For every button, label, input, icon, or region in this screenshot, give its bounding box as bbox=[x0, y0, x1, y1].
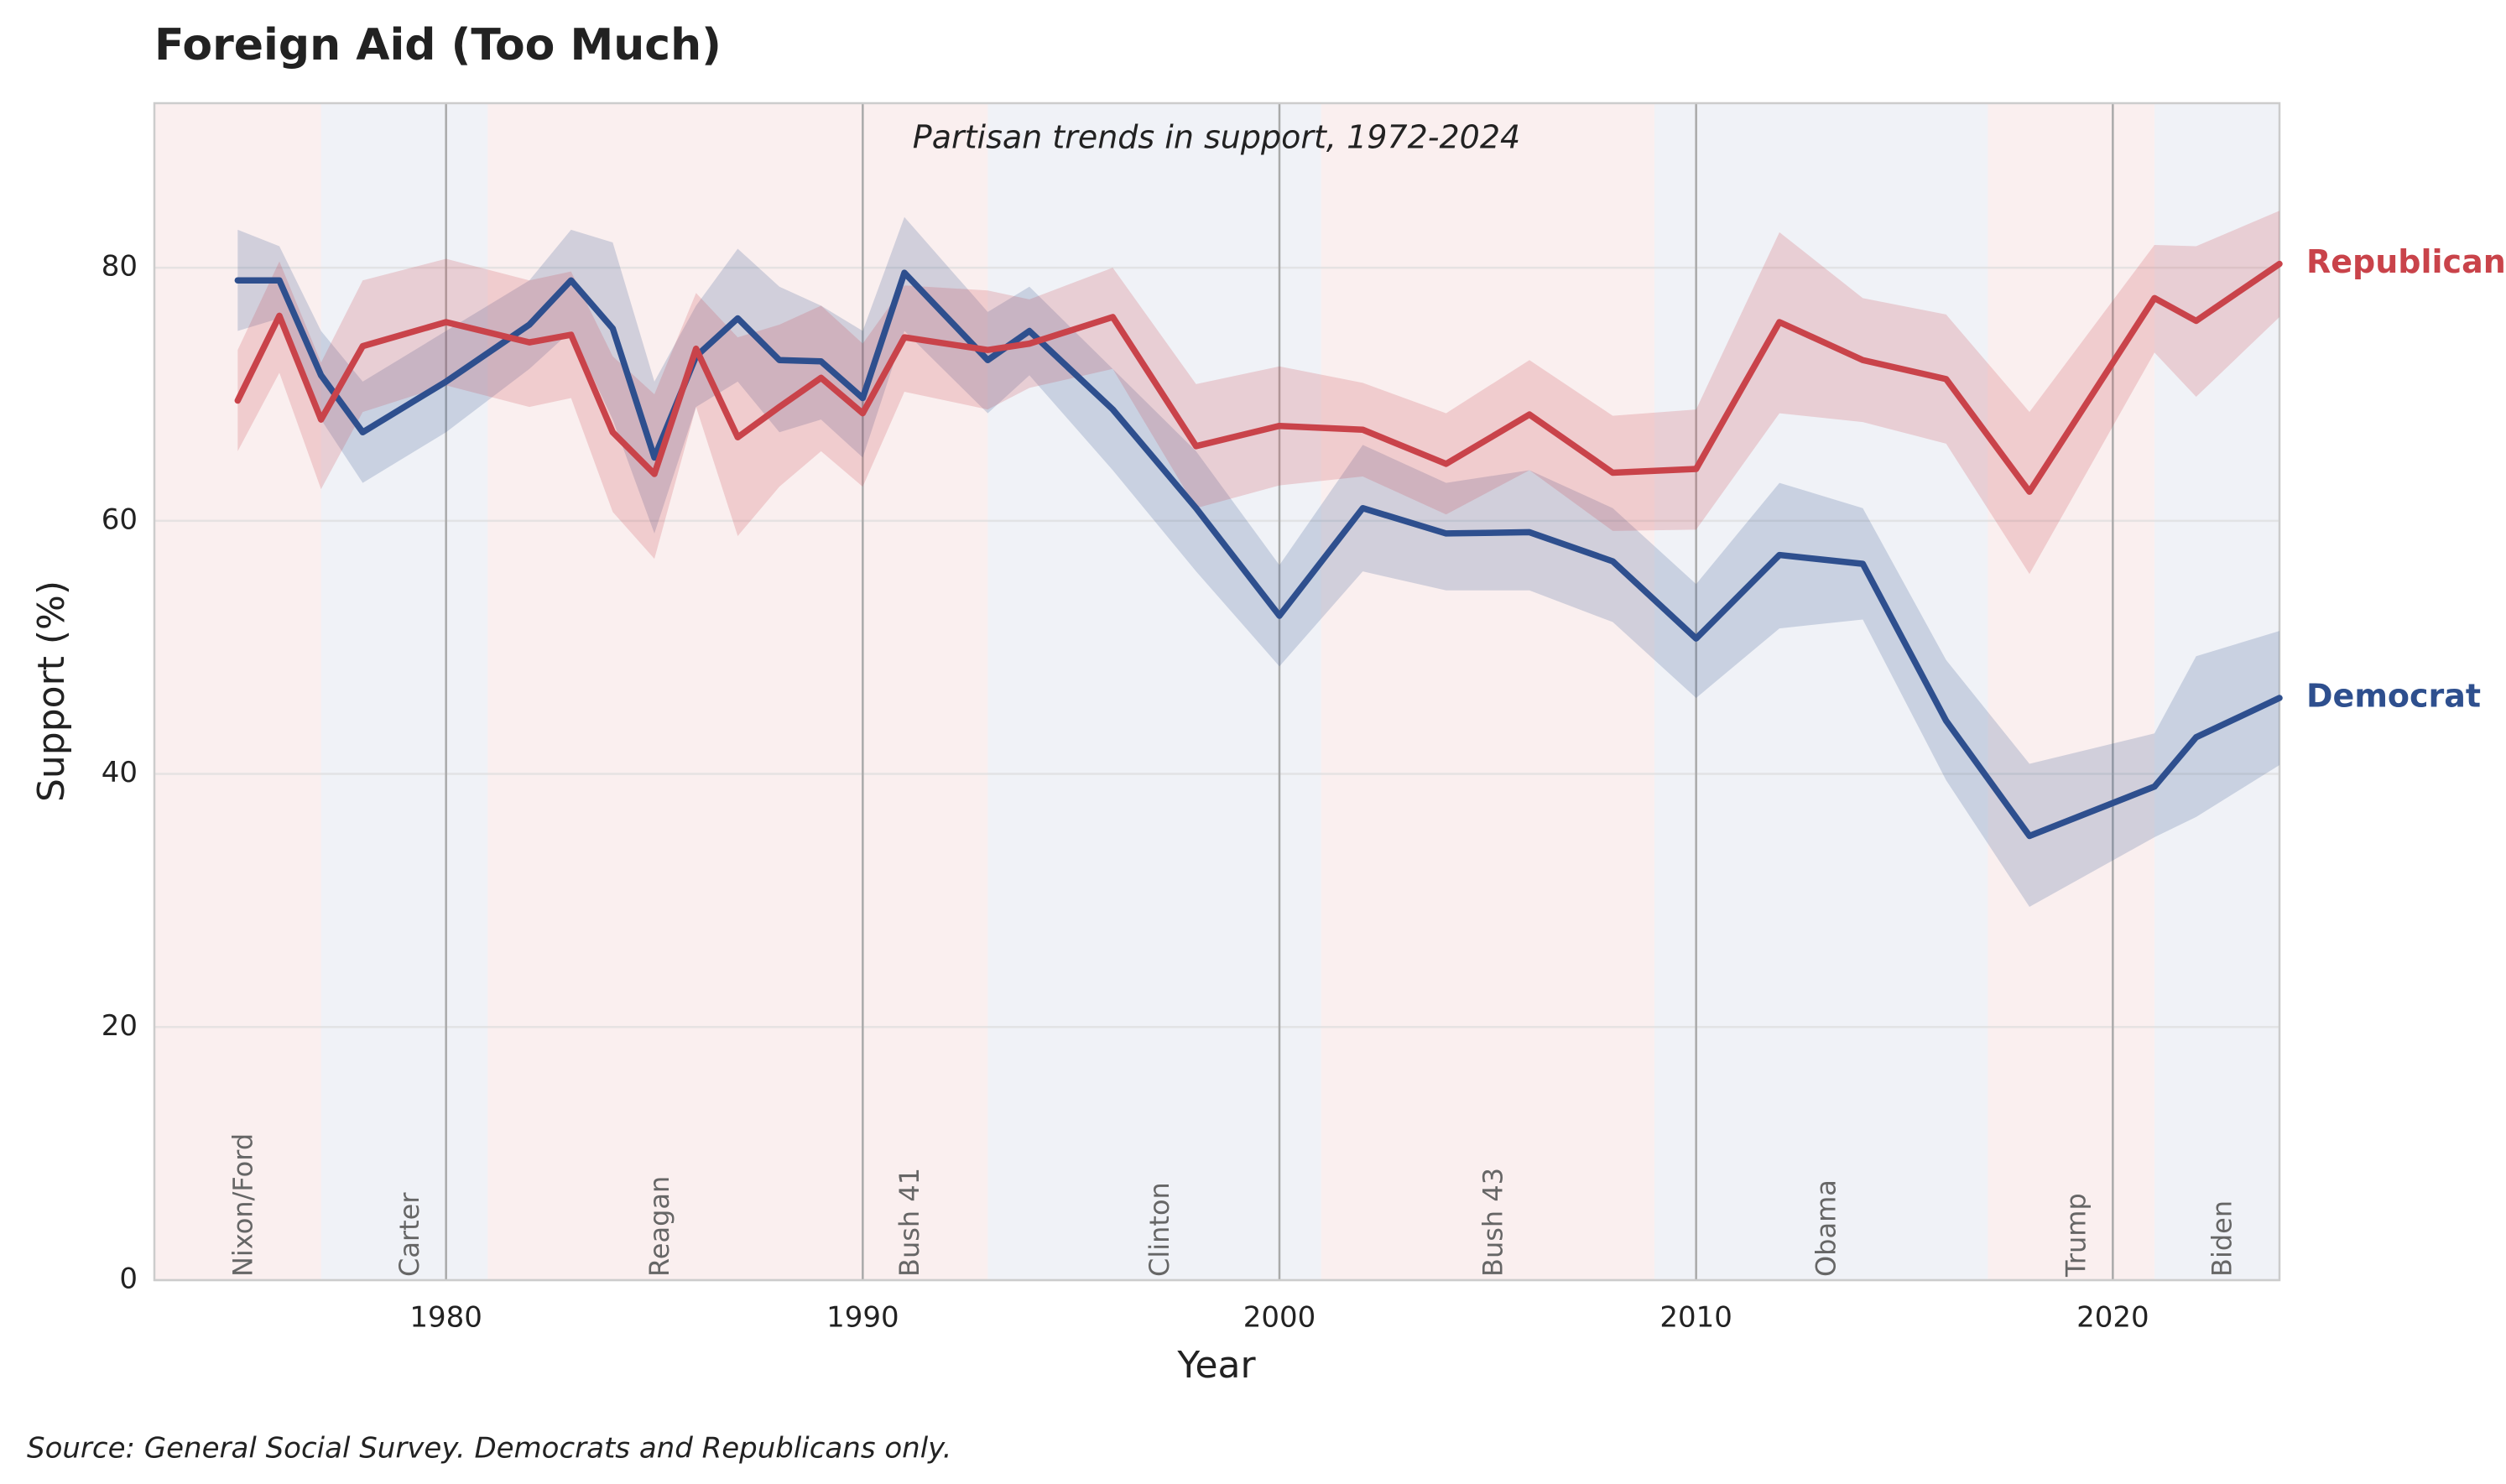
presidency-band bbox=[821, 103, 988, 1280]
presidency-label: Clinton bbox=[1144, 1182, 1175, 1277]
confidence-band bbox=[237, 216, 2280, 907]
series-label: Democrat bbox=[2306, 678, 2481, 715]
presidency-band bbox=[487, 103, 821, 1280]
presidency-band bbox=[320, 103, 488, 1280]
presidency-layer bbox=[154, 103, 2279, 1280]
data-layer bbox=[234, 211, 2283, 907]
x-tick-label: 2010 bbox=[1659, 1301, 1732, 1335]
x-tick-label: 1990 bbox=[826, 1301, 899, 1335]
x-tick-label: 2000 bbox=[1243, 1301, 1316, 1335]
series-label: Republican bbox=[2306, 243, 2506, 280]
x-axis-label: Year bbox=[1176, 1344, 1256, 1387]
x-tick-label: 1980 bbox=[409, 1301, 482, 1335]
y-tick-label: 40 bbox=[102, 756, 138, 789]
series-line bbox=[234, 260, 2283, 495]
presidency-band bbox=[1321, 103, 1654, 1280]
presidency-label: Nixon/Ford bbox=[227, 1133, 258, 1277]
plot-frame bbox=[153, 102, 2281, 1282]
presidency-band bbox=[987, 103, 1321, 1280]
presidency-label: Trump bbox=[2061, 1193, 2092, 1278]
x-tick-label: 2020 bbox=[2076, 1301, 2149, 1335]
presidency-label: Obama bbox=[1810, 1179, 1842, 1277]
presidency-label: Reagan bbox=[643, 1176, 675, 1277]
source-note: Source: General Social Survey. Democrats… bbox=[27, 1432, 951, 1466]
chart-title: Foreign Aid (Too Much) bbox=[154, 20, 722, 70]
presidency-band bbox=[154, 103, 321, 1280]
presidency-label: Carter bbox=[393, 1192, 425, 1277]
y-tick-label: 0 bbox=[119, 1263, 138, 1296]
y-tick-label: 80 bbox=[102, 250, 138, 284]
presidency-band bbox=[1988, 103, 2154, 1280]
grid-layer bbox=[153, 102, 2281, 1282]
presidency-label: Biden bbox=[2206, 1200, 2238, 1277]
presidency-label: Bush 43 bbox=[1477, 1168, 1508, 1277]
y-tick-label: 20 bbox=[102, 1009, 138, 1043]
presidency-label: Bush 41 bbox=[894, 1168, 925, 1277]
subtitle: Partisan trends in support, 1972-2024 bbox=[913, 119, 1520, 156]
y-tick-label: 60 bbox=[102, 502, 138, 536]
presidency-band bbox=[2154, 103, 2279, 1280]
confidence-band bbox=[237, 211, 2280, 575]
text-layer: Nixon/Ford Carter Reagan Bush 41 Clinton Bush… bbox=[102, 243, 2506, 1334]
y-axis-label: Support (%) bbox=[30, 581, 73, 802]
